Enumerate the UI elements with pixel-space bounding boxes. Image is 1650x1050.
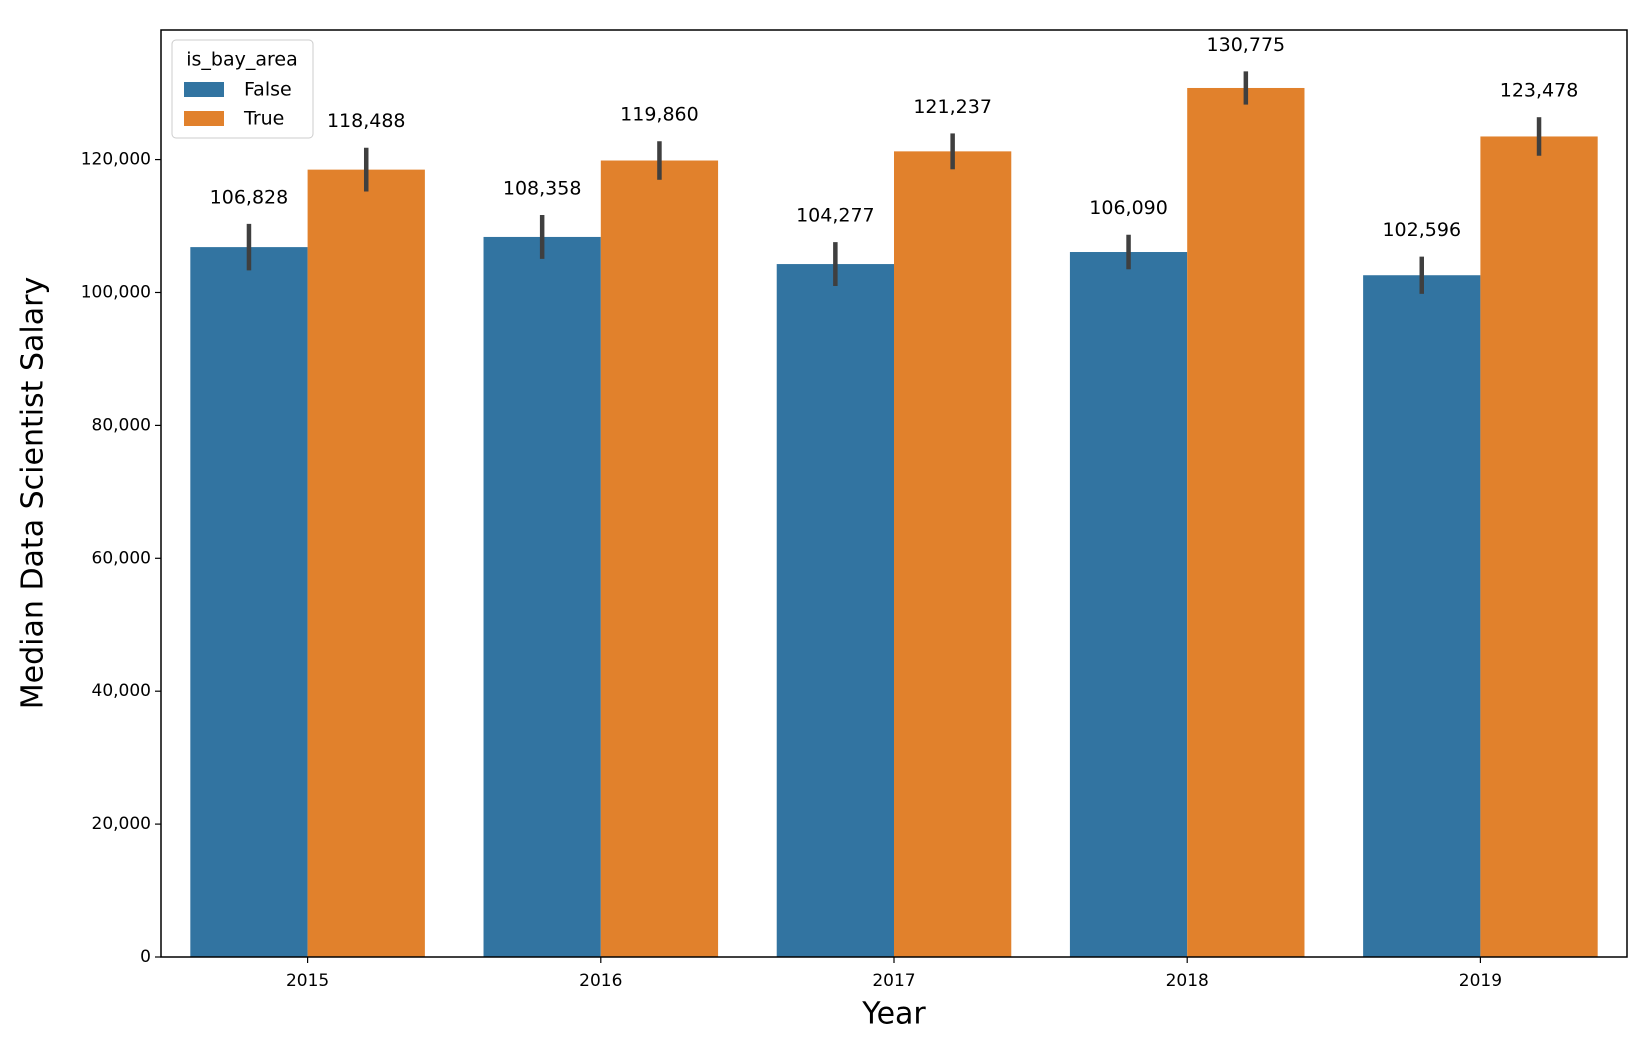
value-label: 123,478 bbox=[1500, 80, 1579, 102]
bar bbox=[894, 151, 1012, 957]
bar bbox=[1363, 275, 1481, 957]
y-tick-label: 0 bbox=[140, 947, 151, 967]
bar bbox=[190, 247, 308, 957]
bar bbox=[1069, 252, 1188, 957]
x-tick-label: 2019 bbox=[1459, 971, 1502, 991]
legend-title: is_bay_area bbox=[186, 49, 298, 71]
x-axis-title: Year bbox=[861, 997, 926, 1032]
value-label: 118,488 bbox=[327, 110, 406, 132]
legend-swatch bbox=[184, 82, 224, 97]
legend-label: False bbox=[244, 79, 292, 101]
y-axis-title: Median Data Scientist Salary bbox=[16, 277, 51, 709]
y-tick-label: 60,000 bbox=[92, 548, 151, 568]
value-label: 130,775 bbox=[1207, 34, 1286, 56]
plot-frame bbox=[160, 29, 1628, 958]
bar bbox=[1480, 136, 1598, 958]
legend-label: True bbox=[243, 108, 284, 130]
y-tick-label: 120,000 bbox=[81, 150, 151, 170]
value-label: 106,090 bbox=[1089, 197, 1168, 219]
y-tick-label: 100,000 bbox=[81, 282, 151, 302]
y-tick-label: 40,000 bbox=[92, 681, 151, 701]
bar bbox=[483, 236, 601, 958]
x-tick-label: 2017 bbox=[872, 971, 915, 991]
value-label: 121,237 bbox=[913, 96, 992, 118]
value-label: 102,596 bbox=[1382, 219, 1461, 241]
bar bbox=[1187, 87, 1305, 958]
legend: is_bay_area False True bbox=[171, 39, 314, 139]
y-tick-label: 20,000 bbox=[92, 814, 151, 834]
x-tick-label: 2018 bbox=[1166, 971, 1209, 991]
bar bbox=[776, 264, 894, 958]
bar bbox=[307, 169, 425, 958]
x-tick-label: 2015 bbox=[286, 971, 329, 991]
x-tick-label: 2016 bbox=[579, 971, 622, 991]
value-label: 104,277 bbox=[796, 205, 875, 227]
value-label: 119,860 bbox=[620, 104, 699, 126]
value-label: 108,358 bbox=[503, 178, 582, 200]
legend-swatch bbox=[184, 111, 224, 126]
bar bbox=[600, 160, 719, 957]
value-label: 106,828 bbox=[210, 186, 289, 208]
y-tick-label: 80,000 bbox=[92, 415, 151, 435]
